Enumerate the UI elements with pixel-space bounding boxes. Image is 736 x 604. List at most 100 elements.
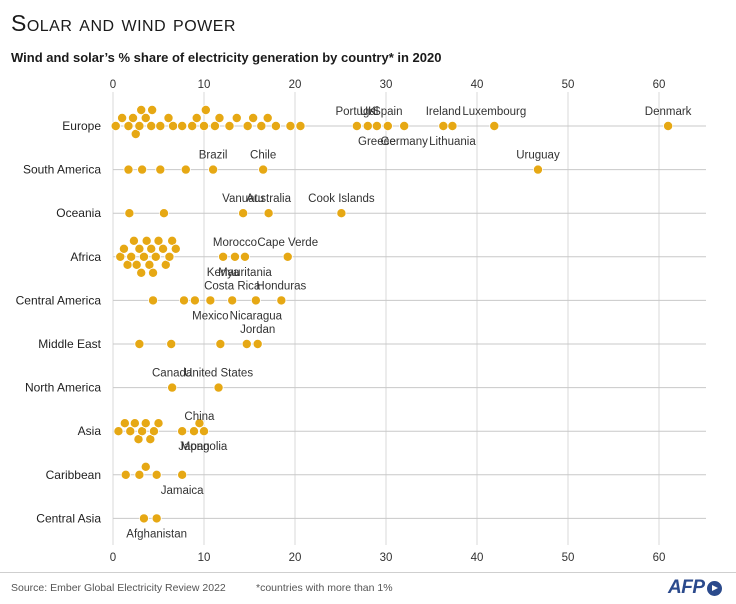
data-point [239, 251, 250, 262]
data-point [351, 121, 362, 132]
data-point [229, 251, 240, 262]
data-point [238, 208, 249, 219]
data-point [148, 295, 159, 306]
country-label: Germany [381, 136, 429, 148]
data-point [147, 105, 158, 116]
data-point [336, 208, 347, 219]
data-point [177, 469, 188, 480]
country-label: Jordan [240, 324, 275, 336]
play-icon [706, 580, 722, 596]
data-point [250, 295, 261, 306]
data-point [134, 243, 145, 254]
data-point [170, 243, 181, 254]
data-points-layer [110, 105, 674, 524]
data-point [263, 208, 274, 219]
category-labels-layer: Europe South America Oceania Africa Central … [16, 119, 102, 525]
data-point [138, 251, 149, 262]
data-point [158, 208, 169, 219]
country-label: Lithuania [429, 136, 476, 148]
data-point [295, 121, 306, 132]
x-tick-label-top: 0 [110, 79, 116, 91]
data-point [167, 382, 178, 393]
data-point [371, 121, 382, 132]
data-point [194, 418, 205, 429]
data-point [214, 113, 225, 124]
data-point [282, 251, 293, 262]
data-point [136, 105, 147, 116]
data-point [213, 382, 224, 393]
data-point [134, 338, 145, 349]
country-label: Brazil [199, 150, 228, 162]
data-point [209, 121, 220, 132]
data-point [276, 295, 287, 306]
country-label: Cape Verde [257, 237, 318, 249]
data-point [382, 121, 393, 132]
category-label: Caribbean [46, 468, 101, 482]
data-point [242, 121, 253, 132]
country-label: Chile [250, 150, 276, 162]
data-point [124, 208, 135, 219]
country-label: Ireland [426, 106, 461, 118]
country-label: Greece [358, 136, 396, 148]
data-point [134, 469, 145, 480]
data-point [151, 469, 162, 480]
x-tick-label-bottom: 30 [380, 552, 393, 564]
country-label: Canada [152, 368, 193, 380]
data-point [119, 418, 130, 429]
country-label: United States [184, 368, 253, 380]
data-point [150, 251, 161, 262]
data-point [200, 105, 211, 116]
data-point [252, 338, 263, 349]
data-point [191, 113, 202, 124]
data-point [399, 121, 410, 132]
data-point [215, 338, 226, 349]
data-point [262, 113, 273, 124]
data-point [153, 235, 164, 246]
data-point [128, 113, 139, 124]
data-point [123, 164, 134, 175]
data-point [532, 164, 543, 175]
data-point [224, 121, 235, 132]
data-point [187, 121, 198, 132]
data-point [136, 267, 147, 278]
country-label: Mongolia [181, 441, 228, 453]
category-label: North America [25, 381, 101, 395]
data-point [438, 121, 449, 132]
chart-title: Solar and wind power [11, 10, 236, 36]
country-label: Morocco [213, 237, 257, 249]
x-tick-label-bottom: 0 [110, 552, 116, 564]
category-label: South America [23, 163, 101, 177]
data-point [256, 121, 267, 132]
data-point [125, 426, 136, 437]
x-tick-label-top: 40 [471, 79, 484, 91]
afp-logo: AFP [668, 576, 722, 600]
data-point [148, 426, 159, 437]
data-point [151, 513, 162, 524]
country-label: Kenya [207, 267, 240, 279]
country-label: Mexico [192, 310, 228, 322]
country-label: Cook Islands [308, 193, 375, 205]
x-tick-label-bottom: 50 [562, 552, 575, 564]
data-point [218, 251, 229, 262]
x-tick-label-top: 60 [653, 79, 666, 91]
data-point [205, 295, 216, 306]
data-point [189, 295, 200, 306]
footnote: *countries with more than 1% [256, 582, 393, 594]
data-point [447, 121, 458, 132]
data-point [140, 113, 151, 124]
country-label: UK [360, 106, 376, 118]
category-label: Central America [16, 293, 102, 307]
data-point [140, 461, 151, 472]
country-label: Australia [246, 193, 291, 205]
data-point [123, 121, 134, 132]
logo-text: AFP [668, 577, 705, 598]
country-label: China [184, 411, 215, 423]
data-point [148, 267, 159, 278]
data-point [177, 426, 188, 437]
data-point [168, 121, 179, 132]
category-label: Middle East [38, 337, 101, 351]
data-point [177, 121, 188, 132]
data-point [362, 121, 373, 132]
tick-labels-layer: 0 0 10 10 20 20 30 30 40 40 50 50 60 60 [110, 79, 666, 564]
